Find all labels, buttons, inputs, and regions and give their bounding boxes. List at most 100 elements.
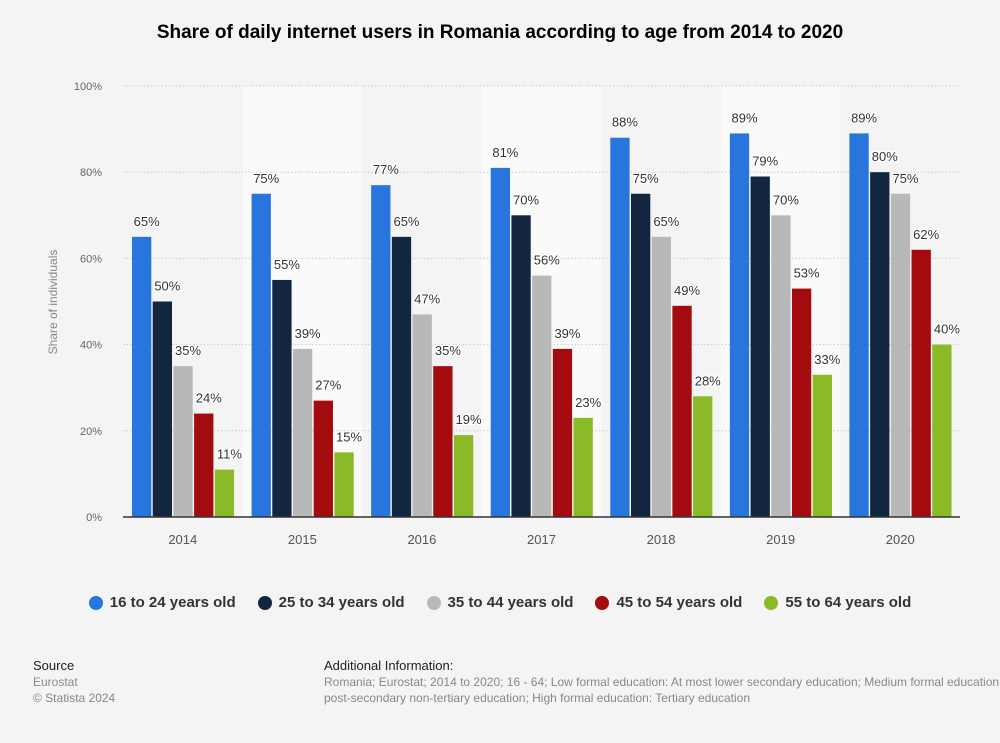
data-label: 24% <box>196 391 222 406</box>
source-value: Eurostat <box>33 675 78 689</box>
info-line-2: post-secondary non-tertiary education; H… <box>324 691 751 705</box>
bar <box>453 435 474 517</box>
y-tick-label: 80% <box>80 167 102 179</box>
data-label: 81% <box>492 145 518 160</box>
bar <box>729 133 750 517</box>
legend: 16 to 24 years old 25 to 34 years old 35 t… <box>0 594 1000 611</box>
legend-marker-icon <box>426 595 441 610</box>
bar <box>870 172 890 517</box>
data-label: 50% <box>154 279 180 294</box>
data-label: 70% <box>513 192 539 207</box>
bar <box>334 452 354 517</box>
x-tick-label: 2014 <box>168 532 197 547</box>
bar <box>132 236 152 517</box>
data-label: 19% <box>456 412 482 427</box>
x-tick-label: 2017 <box>527 532 556 547</box>
bar <box>532 275 552 517</box>
bar <box>214 469 235 517</box>
chart-title: Share of daily internet users in Romania… <box>156 22 844 43</box>
bar <box>412 314 432 517</box>
legend-item[interactable]: 35 to 44 years old <box>426 594 574 611</box>
y-tick-label: 100% <box>74 81 102 93</box>
bar <box>750 176 770 517</box>
data-label: 35% <box>435 343 461 358</box>
data-label: 55% <box>274 257 300 272</box>
y-axis-label: Share of individuals <box>46 250 60 355</box>
source-block: Source Eurostat © Statista 2024 <box>33 658 115 706</box>
y-tick-label: 60% <box>80 253 102 265</box>
y-tick-label: 40% <box>80 340 102 352</box>
bar <box>251 193 271 517</box>
bar <box>791 288 812 517</box>
bar <box>693 396 713 517</box>
data-label: 27% <box>315 378 341 393</box>
data-label: 15% <box>336 429 362 444</box>
x-tick-label: 2019 <box>766 532 795 547</box>
bar <box>651 236 671 517</box>
data-label: 75% <box>892 171 918 186</box>
bar <box>272 279 292 517</box>
legend-marker-icon <box>257 595 272 610</box>
data-label: 11% <box>217 447 242 462</box>
data-label: 35% <box>175 343 201 358</box>
bar <box>630 193 651 517</box>
legend-item[interactable]: 16 to 24 years old <box>88 594 236 611</box>
legend-label: 16 to 24 years old <box>109 594 236 611</box>
bar <box>152 301 172 517</box>
bar <box>911 249 931 517</box>
bar <box>890 193 911 517</box>
bar <box>511 215 531 518</box>
data-label: 65% <box>653 214 679 229</box>
info-line-1: Romania; Eurostat; 2014 to 2020; 16 - 64… <box>324 675 1000 689</box>
bar <box>490 167 511 517</box>
data-label: 33% <box>814 352 840 367</box>
data-label: 49% <box>674 283 700 298</box>
legend-label: 25 to 34 years old <box>278 594 405 611</box>
legend-label: 45 to 54 years old <box>616 594 743 611</box>
data-label: 80% <box>872 149 898 164</box>
data-label: 79% <box>752 154 778 169</box>
legend-item[interactable]: 55 to 64 years old <box>764 594 911 611</box>
data-label: 88% <box>612 115 638 130</box>
data-label: 39% <box>554 326 580 341</box>
bar-chart: 0% 20% 40% 60% 80% 100% Share of individuals 65… <box>46 81 962 547</box>
data-label: 77% <box>373 162 399 177</box>
data-label: 47% <box>414 291 440 306</box>
bar <box>849 133 869 517</box>
y-tick-label: 0% <box>86 512 102 524</box>
x-tick-label: 2016 <box>407 532 436 547</box>
bar <box>812 374 832 517</box>
bar <box>610 137 630 517</box>
bar <box>194 413 214 517</box>
copyright: © Statista 2024 <box>33 691 116 705</box>
bar <box>552 348 573 517</box>
data-label: 89% <box>731 110 757 125</box>
x-tick-label: 2015 <box>288 532 317 547</box>
data-label: 65% <box>134 214 160 229</box>
data-label: 62% <box>913 227 939 242</box>
legend-marker-icon <box>764 595 779 610</box>
x-tick-label: 2018 <box>647 532 676 547</box>
bar <box>932 344 952 517</box>
bar <box>313 400 333 517</box>
data-label: 23% <box>575 395 601 410</box>
data-label: 53% <box>794 266 820 281</box>
additional-info: Additional Information: Romania; Eurosta… <box>324 658 1000 706</box>
bar <box>433 366 453 517</box>
legend-label: 35 to 44 years old <box>447 594 574 611</box>
x-tick-label: 2020 <box>886 532 915 547</box>
bar <box>173 366 193 517</box>
y-tick-label: 20% <box>80 426 102 438</box>
data-label: 65% <box>393 214 419 229</box>
bar <box>391 236 412 517</box>
bar <box>771 215 791 518</box>
data-label: 75% <box>633 171 659 186</box>
data-label: 89% <box>851 110 877 125</box>
legend-item[interactable]: 45 to 54 years old <box>595 594 742 611</box>
bar <box>573 417 593 517</box>
legend-item[interactable]: 25 to 34 years old <box>257 594 405 611</box>
legend-label: 55 to 64 years old <box>785 594 912 611</box>
bar <box>292 348 313 517</box>
data-label: 56% <box>534 253 560 268</box>
source-label: Source <box>33 658 75 673</box>
